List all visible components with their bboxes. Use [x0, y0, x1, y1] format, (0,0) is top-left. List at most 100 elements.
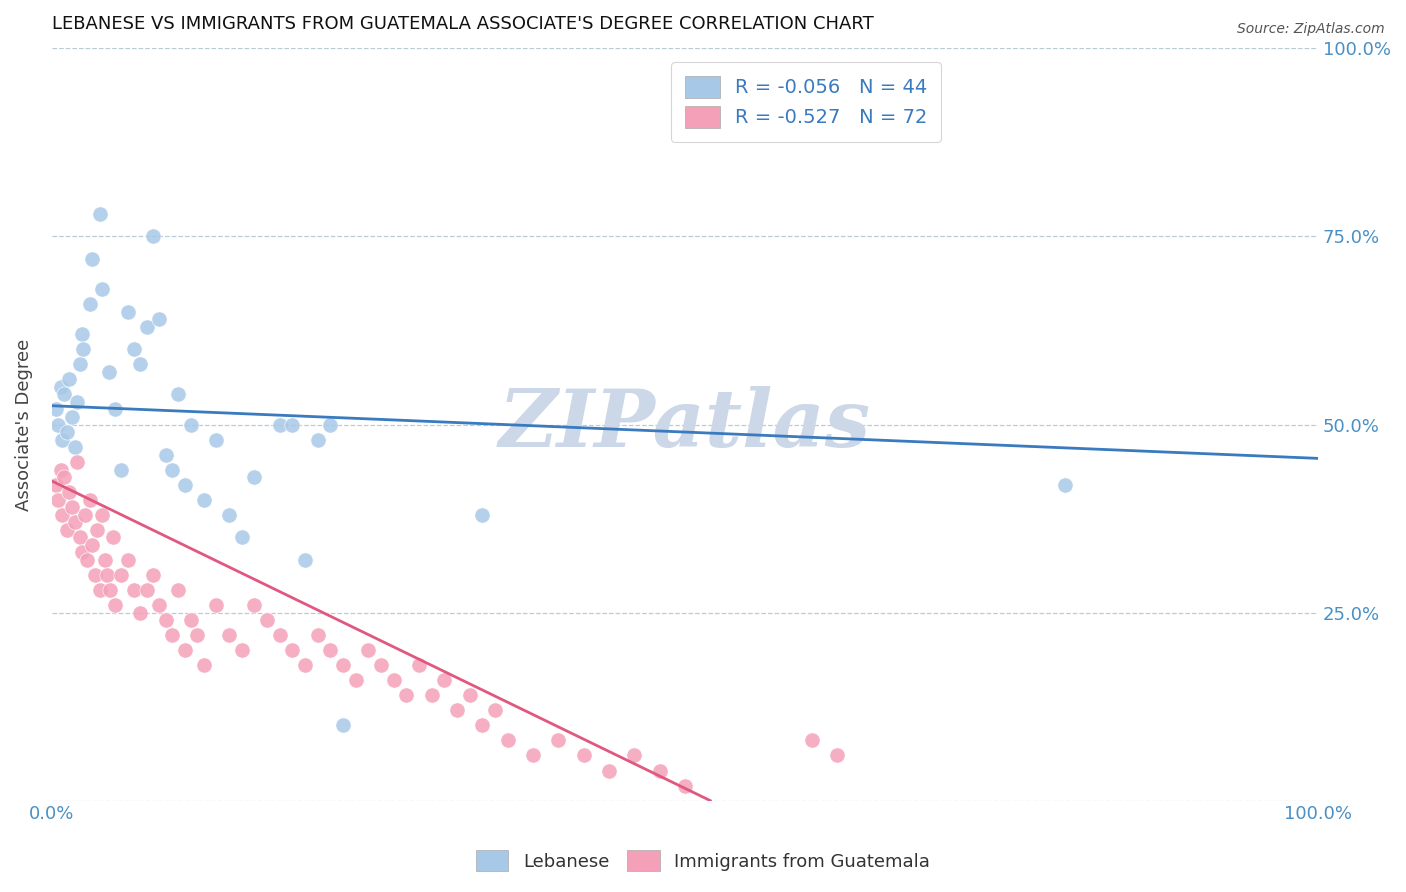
Point	[96, 568, 118, 582]
Point	[45, 402, 67, 417]
Point	[294, 553, 316, 567]
Point	[97, 365, 120, 379]
Point	[382, 673, 405, 688]
Point	[53, 470, 76, 484]
Point	[135, 582, 157, 597]
Point	[45, 477, 67, 491]
Point	[104, 598, 127, 612]
Point	[142, 229, 165, 244]
Point	[446, 703, 468, 717]
Point	[180, 613, 202, 627]
Point	[332, 718, 354, 732]
Point	[825, 748, 848, 763]
Point	[69, 530, 91, 544]
Point	[800, 733, 823, 747]
Point	[218, 508, 240, 522]
Point	[104, 402, 127, 417]
Point	[623, 748, 645, 763]
Point	[56, 523, 79, 537]
Point	[46, 417, 69, 432]
Point	[51, 433, 73, 447]
Point	[91, 508, 114, 522]
Point	[122, 582, 145, 597]
Point	[193, 492, 215, 507]
Point	[122, 343, 145, 357]
Point	[173, 643, 195, 657]
Point	[49, 380, 72, 394]
Point	[186, 628, 208, 642]
Point	[82, 252, 104, 266]
Point	[66, 395, 89, 409]
Point	[89, 582, 111, 597]
Point	[60, 500, 83, 515]
Point	[433, 673, 456, 688]
Point	[148, 312, 170, 326]
Point	[547, 733, 569, 747]
Point	[110, 463, 132, 477]
Point	[155, 613, 177, 627]
Point	[522, 748, 544, 763]
Point	[72, 343, 94, 357]
Point	[66, 455, 89, 469]
Point	[281, 417, 304, 432]
Point	[307, 433, 329, 447]
Point	[46, 492, 69, 507]
Point	[167, 387, 190, 401]
Point	[60, 409, 83, 424]
Point	[496, 733, 519, 747]
Point	[101, 530, 124, 544]
Point	[395, 689, 418, 703]
Point	[79, 492, 101, 507]
Point	[205, 433, 228, 447]
Point	[281, 643, 304, 657]
Point	[319, 417, 342, 432]
Point	[458, 689, 481, 703]
Point	[56, 425, 79, 439]
Point	[598, 764, 620, 778]
Point	[160, 628, 183, 642]
Point	[1053, 477, 1076, 491]
Point	[91, 282, 114, 296]
Point	[294, 658, 316, 673]
Point	[86, 523, 108, 537]
Point	[70, 545, 93, 559]
Point	[471, 508, 494, 522]
Point	[167, 582, 190, 597]
Point	[471, 718, 494, 732]
Point	[357, 643, 380, 657]
Point	[82, 538, 104, 552]
Point	[142, 568, 165, 582]
Point	[73, 508, 96, 522]
Point	[484, 703, 506, 717]
Point	[370, 658, 392, 673]
Point	[648, 764, 671, 778]
Text: LEBANESE VS IMMIGRANTS FROM GUATEMALA ASSOCIATE'S DEGREE CORRELATION CHART: LEBANESE VS IMMIGRANTS FROM GUATEMALA AS…	[52, 15, 873, 33]
Point	[408, 658, 430, 673]
Point	[173, 477, 195, 491]
Point	[420, 689, 443, 703]
Point	[256, 613, 278, 627]
Point	[94, 553, 117, 567]
Point	[129, 606, 152, 620]
Point	[180, 417, 202, 432]
Point	[70, 327, 93, 342]
Point	[269, 628, 291, 642]
Point	[49, 463, 72, 477]
Point	[117, 553, 139, 567]
Point	[160, 463, 183, 477]
Text: ZIPatlas: ZIPatlas	[499, 385, 870, 463]
Point	[53, 387, 76, 401]
Point	[231, 643, 253, 657]
Point	[63, 516, 86, 530]
Point	[243, 470, 266, 484]
Point	[58, 485, 80, 500]
Point	[51, 508, 73, 522]
Point	[76, 553, 98, 567]
Point	[89, 207, 111, 221]
Point	[83, 568, 105, 582]
Point	[110, 568, 132, 582]
Point	[307, 628, 329, 642]
Point	[98, 582, 121, 597]
Point	[332, 658, 354, 673]
Point	[572, 748, 595, 763]
